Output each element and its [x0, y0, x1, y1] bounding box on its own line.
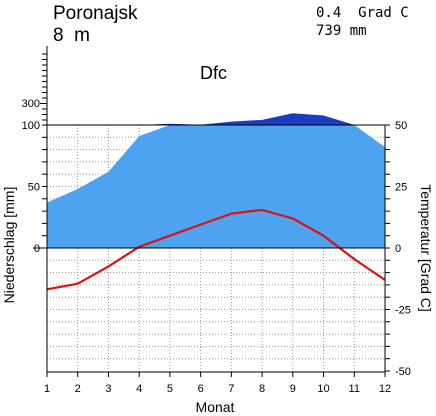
month-label: 7	[228, 383, 234, 395]
station-elevation: 8 m	[53, 25, 90, 46]
x-axis-label: Monat	[196, 399, 235, 415]
temp-tick-label: 0	[395, 243, 401, 255]
precip-tick-label: 50	[28, 182, 40, 194]
month-label: 1	[44, 383, 50, 395]
month-label: 11	[349, 383, 360, 395]
month-label: 10	[317, 383, 329, 395]
precip-tick-label: 0	[34, 243, 40, 255]
temperature-series	[46, 208, 386, 291]
humid-area	[47, 125, 385, 248]
precip-tick-label: 300	[22, 98, 40, 110]
month-label: 3	[105, 383, 111, 395]
temp-tick-label: 25	[395, 182, 407, 194]
perhumid-area	[47, 113, 385, 125]
station-name: Poronajsk	[53, 3, 138, 24]
month-label: 12	[379, 383, 391, 395]
precipitation-areas	[47, 113, 385, 248]
temp-tick-label: 50	[395, 120, 407, 132]
temperature-line	[46, 208, 386, 291]
right-axis-label: Temperatur [Grad C]	[418, 184, 434, 312]
annual-precipitation: 739 mm	[316, 23, 367, 39]
month-label: 6	[198, 383, 204, 395]
temp-tick-label: -25	[395, 305, 411, 317]
month-label: 5	[167, 383, 173, 395]
month-label: 9	[290, 383, 296, 395]
precip-tick-label: 100	[22, 120, 40, 132]
left-axis-label: Niederschlag [mm]	[1, 187, 17, 304]
month-label: 8	[259, 383, 265, 395]
month-label: 2	[75, 383, 81, 395]
mean-temperature: 0.4 Grad C	[316, 5, 409, 21]
temp-tick-label: -50	[395, 366, 411, 378]
month-label: 4	[136, 383, 142, 395]
climate-class: Dfc	[200, 63, 227, 83]
